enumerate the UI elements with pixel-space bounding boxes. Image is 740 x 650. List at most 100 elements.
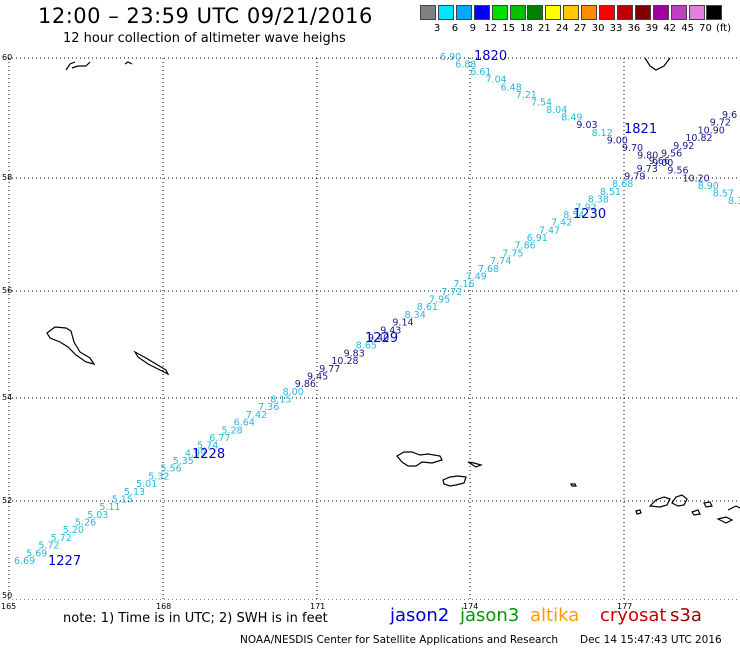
swh-value: 5.28 <box>222 425 243 436</box>
coast-fragment-north-east <box>644 57 671 71</box>
walrus-island <box>570 483 577 487</box>
coast-fragment-north-mid <box>124 61 133 65</box>
legend-swatch <box>455 5 472 20</box>
lon-label-168: 168 <box>156 602 172 611</box>
swh-value: 8.68 <box>612 179 633 190</box>
legend-swatch <box>599 5 615 20</box>
swh-value: 8.34 <box>405 310 426 321</box>
swh-value: 7.49 <box>466 272 487 283</box>
swh-value: 7.95 <box>429 295 450 306</box>
swh-value: 9.73 <box>637 164 658 175</box>
lat-label-60: 60 <box>2 53 13 62</box>
legend-label: 9 <box>469 23 476 34</box>
swh-value: 7.36 <box>258 402 279 413</box>
swh-value: 10.90 <box>698 125 725 136</box>
swh-value: 7.47 <box>539 225 560 236</box>
satellite-altika: altika <box>530 605 580 626</box>
swh-value: 5.03 <box>87 510 108 521</box>
coast-fragment-north-west <box>65 61 91 71</box>
swh-value: 9.86 <box>295 379 316 390</box>
swh-value: 7.75 <box>502 248 523 259</box>
swh-value: 10.82 <box>685 133 712 144</box>
swh-value: 8.38 <box>588 195 609 206</box>
pass-time-label: 1229 <box>365 331 398 346</box>
swh-value: 5.26 <box>75 518 96 529</box>
st-george-island <box>442 475 467 487</box>
pass-time-label: 1821 <box>624 122 657 137</box>
swh-value: 7.16 <box>453 279 474 290</box>
swh-value: 9.72 <box>710 118 731 129</box>
lon-label-165: 165 <box>1 602 17 611</box>
swh-value: 8.49 <box>561 113 582 124</box>
satellite-cryosat: cryosat <box>600 605 667 626</box>
legend-label: 39 <box>645 23 659 34</box>
legend-label: 27 <box>573 23 587 34</box>
swh-value: 5.72 <box>38 541 59 552</box>
aleutian-island-c <box>691 509 701 516</box>
pass-time-label: 1820 <box>474 49 507 64</box>
swh-value: 9.83 <box>344 348 365 359</box>
legend-swatch <box>616 5 633 20</box>
otter-island <box>467 461 483 468</box>
map-title: 12:00 – 23:59 UTC 09/21/2016 <box>38 4 373 28</box>
swh-value: 8.54 <box>563 210 584 221</box>
swh-value: 7.42 <box>246 410 267 421</box>
swh-value: 5.74 <box>197 441 218 452</box>
swh-value: 7.54 <box>531 98 552 109</box>
swh-value: 7.21 <box>516 90 537 101</box>
satellite-jason2: jason2 <box>390 605 450 626</box>
swh-value: 7.72 <box>441 287 462 298</box>
st-paul-island <box>396 451 443 467</box>
swh-value: 5.56 <box>161 464 182 475</box>
swh-value: 9.00 <box>652 158 673 169</box>
legend-swatch <box>437 5 454 20</box>
swh-value: 8.3 <box>728 196 740 207</box>
legend-swatch <box>670 5 687 20</box>
lon-label-171: 171 <box>310 602 326 611</box>
aleutian-island-e <box>716 516 734 524</box>
legend-swatch <box>706 5 723 20</box>
swh-value: 5.69 <box>26 548 47 559</box>
legend-label: 70 <box>699 23 712 34</box>
aleutian-island-d <box>703 501 713 508</box>
swh-value: 10.28 <box>331 356 358 367</box>
swh-value: 9.45 <box>307 371 328 382</box>
swh-value: 9.70 <box>622 143 643 154</box>
legend-swatch <box>563 5 580 20</box>
swh-value: 9.66 <box>649 156 670 167</box>
legend-swatch <box>473 5 490 20</box>
map-subtitle: 12 hour collection of altimeter wave hei… <box>63 31 346 46</box>
legend-label: 33 <box>609 23 623 34</box>
swh-value: 4.99 <box>185 448 206 459</box>
lat-label-50: 50 <box>2 591 13 600</box>
swh-value: 9.77 <box>319 364 340 375</box>
map-grid <box>8 57 740 600</box>
pass-time-labels: 1227 1228 1229 1230 1821 1820 <box>48 49 657 569</box>
coastlines <box>46 57 740 524</box>
swh-value: 6.48 <box>501 82 522 93</box>
swh-value: 7.86 <box>515 241 536 252</box>
swh-value: 8.15 <box>270 395 291 406</box>
swh-value: 7.04 <box>486 75 507 86</box>
swh-value: 8.65 <box>356 341 377 352</box>
swh-value: 6.64 <box>234 418 255 429</box>
legend-label: 6 <box>451 23 459 34</box>
swh-value: 5.32 <box>148 471 169 482</box>
swh-value: 7.42 <box>551 218 572 229</box>
aleutian-island-b <box>671 494 688 507</box>
legend-swatch <box>509 5 526 20</box>
legend-swatch <box>545 5 562 20</box>
aleutian-island-f <box>727 505 740 511</box>
aleutian-island-g <box>635 509 642 515</box>
swh-value: 6.88 <box>455 60 476 71</box>
map-canvas: 6.695.695.725.725.205.265.035.115.155.13… <box>8 49 740 600</box>
satellite-jason3: jason3 <box>460 605 520 626</box>
swh-value: 9.00 <box>607 135 628 146</box>
legend-label: 12 <box>484 23 498 34</box>
swh-value: 9.6 <box>722 110 737 121</box>
altimeter-tracks: 6.695.695.725.725.205.265.035.115.155.13… <box>14 52 740 567</box>
aleutian-island-a <box>648 496 671 508</box>
swh-value: 8.04 <box>546 105 567 116</box>
swh-value: 6.90 <box>440 52 461 63</box>
swh-value: 8.00 <box>283 387 304 398</box>
